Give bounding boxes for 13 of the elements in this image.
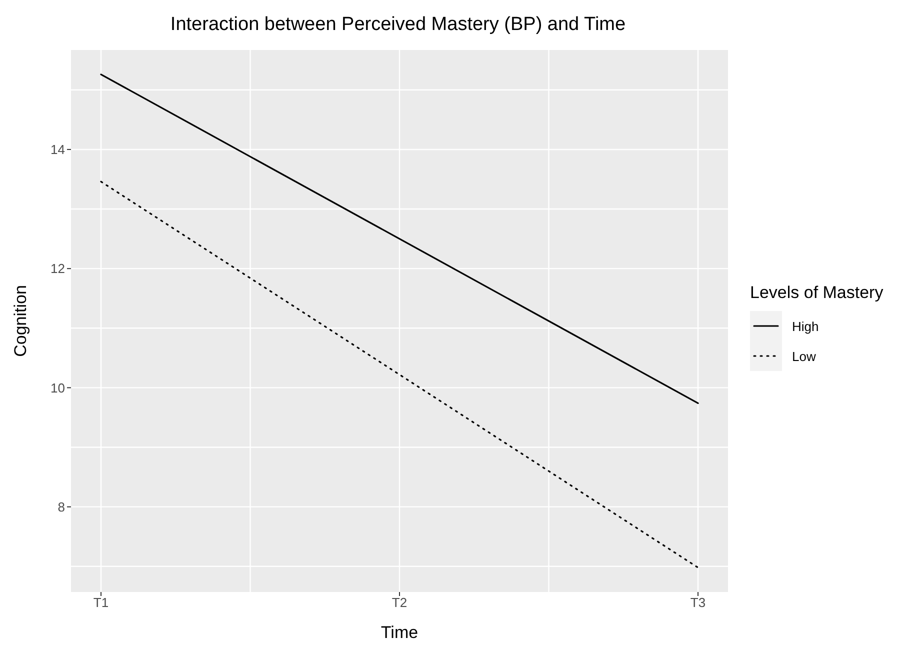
- x-tick-label: T1: [93, 595, 109, 610]
- x-tick-label: T3: [690, 595, 706, 610]
- x-tick-label: T2: [392, 595, 408, 610]
- legend-label: Low: [792, 348, 816, 364]
- y-tick-label: 8: [58, 499, 65, 514]
- legend-title: Levels of Mastery: [750, 283, 884, 303]
- legend-label: High: [792, 318, 819, 334]
- y-tick-label: 14: [50, 142, 65, 158]
- y-axis-title: Cognition: [11, 285, 30, 357]
- y-tick-label: 10: [50, 380, 65, 396]
- y-tick-label: 12: [50, 261, 65, 276]
- x-axis-title: Time: [380, 623, 418, 642]
- chart-title: Interaction between Perceived Mastery (BP) and Time: [169, 14, 627, 36]
